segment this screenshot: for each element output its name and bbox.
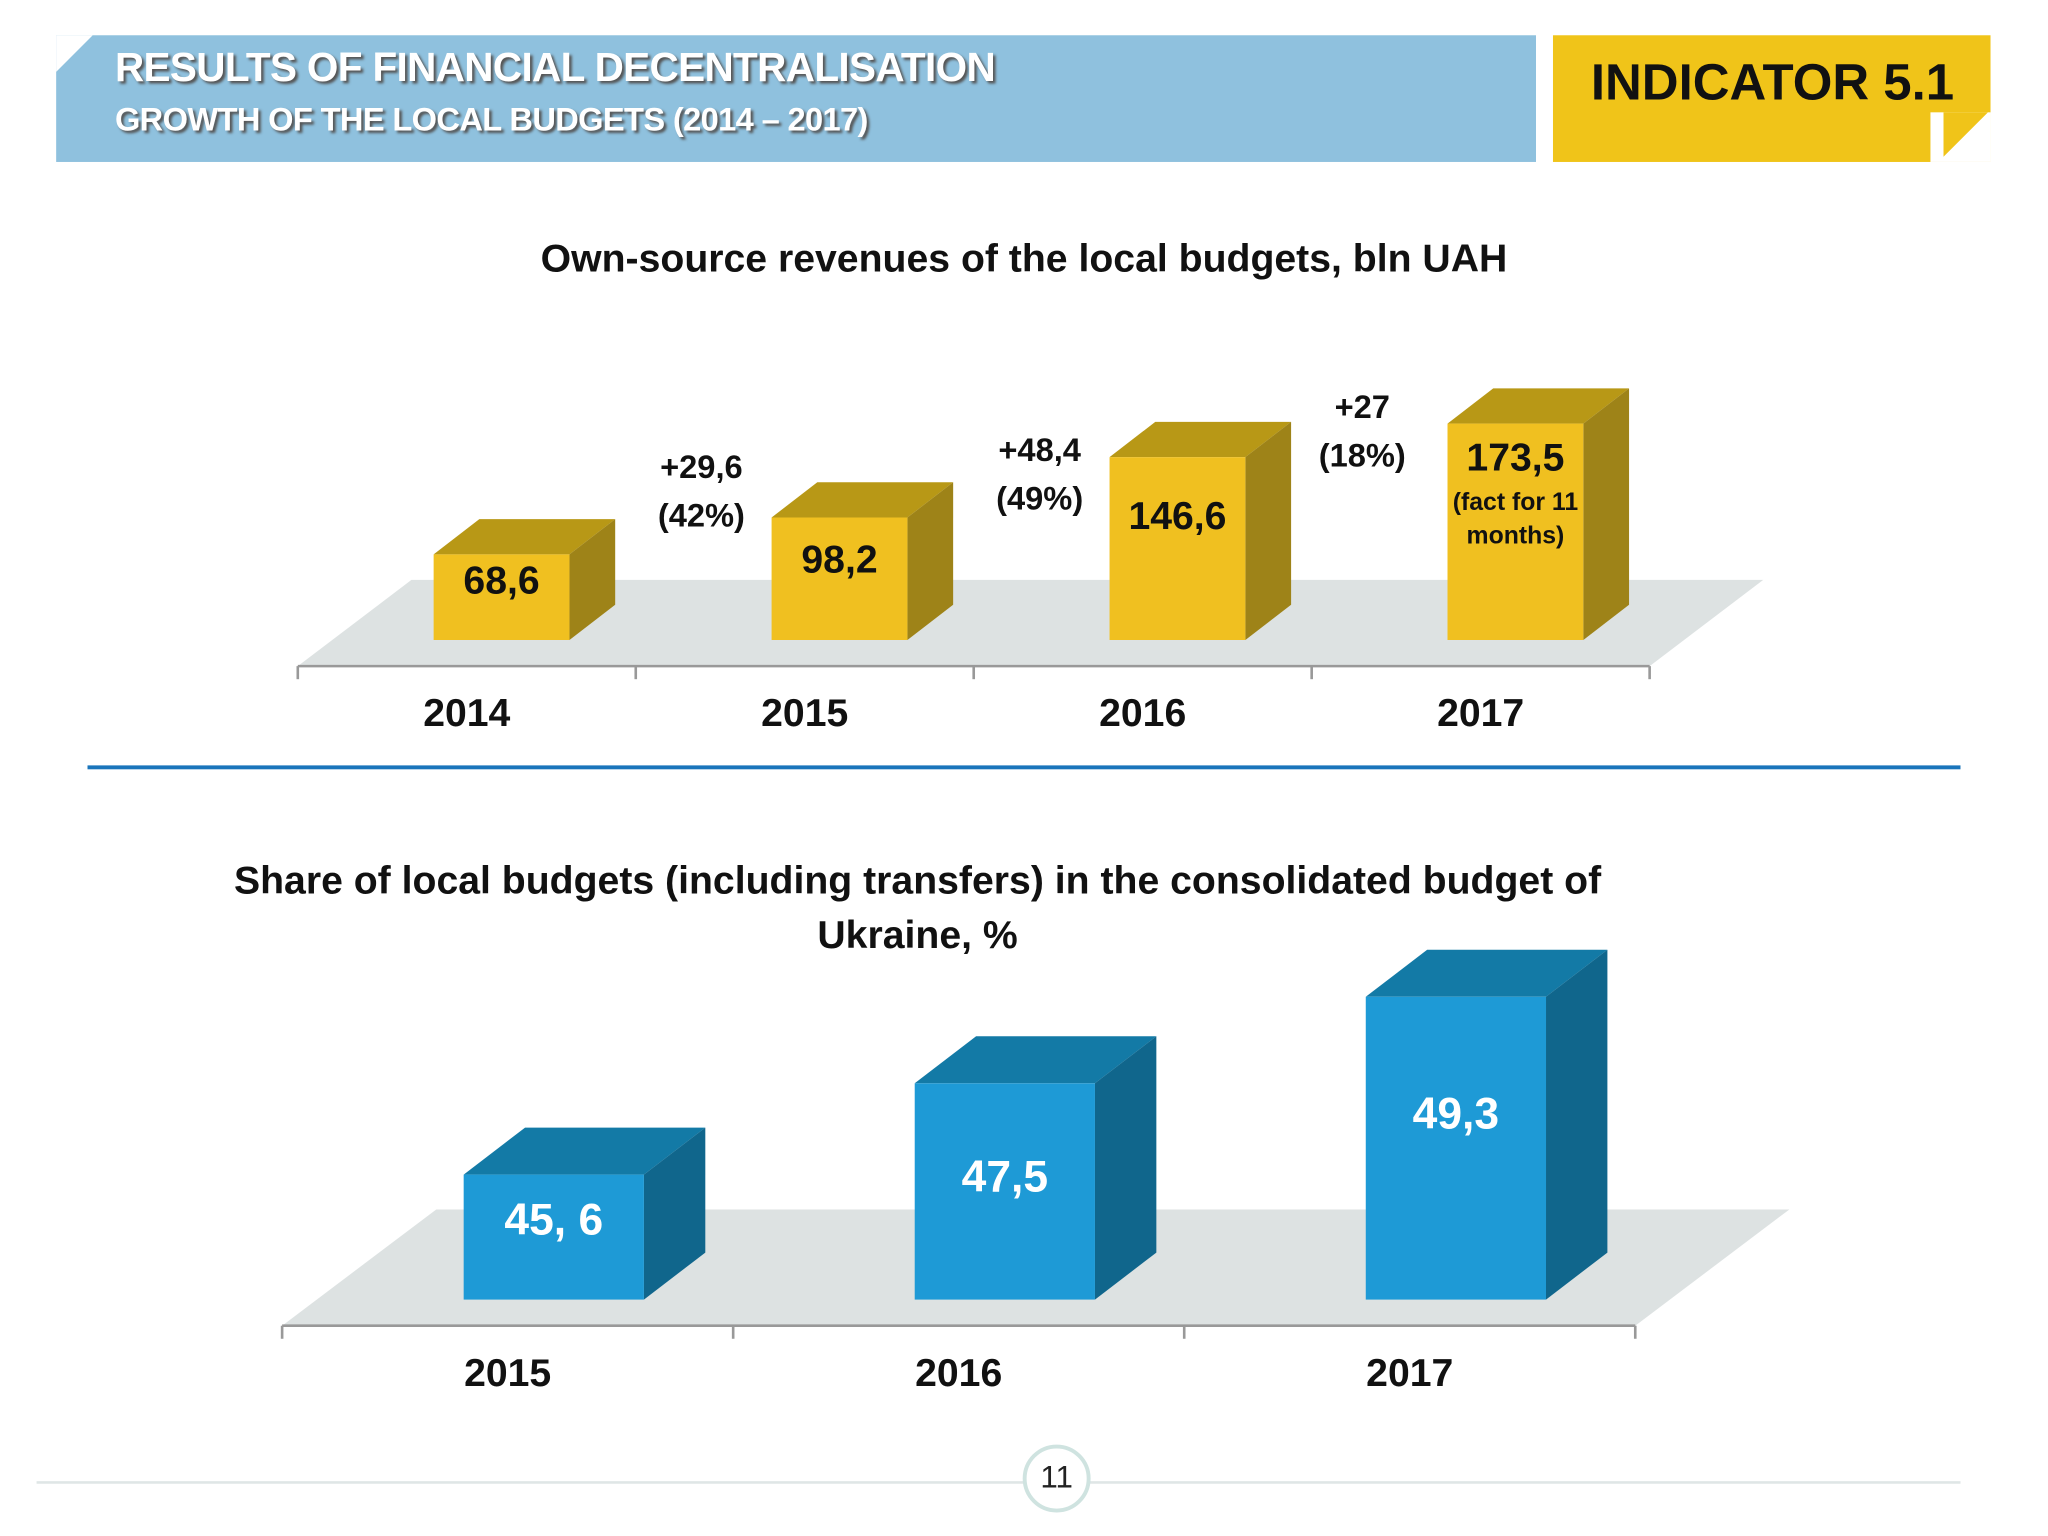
bar-side	[1583, 388, 1630, 640]
bar	[433, 554, 570, 640]
header-title: RESULTS OF FINANCIAL DECENTRALISATION	[114, 44, 996, 91]
x-tick-label: 2015	[761, 692, 848, 735]
bar-top	[771, 482, 954, 518]
bar	[771, 517, 908, 640]
data-label: 45, 6	[504, 1196, 603, 1245]
header-banner	[56, 35, 1536, 162]
chart1-title: Own-source revenues of the local budgets…	[540, 237, 1508, 281]
chart-floor	[297, 579, 1764, 667]
bar-top	[1365, 949, 1608, 997]
growth-annotation: +27	[1335, 388, 1390, 425]
bar	[914, 1083, 1095, 1300]
x-tick-label: 2017	[1366, 1352, 1453, 1395]
x-tick-label: 2016	[915, 1352, 1002, 1395]
data-label-note-line: (fact for 11	[1453, 489, 1579, 516]
bar-top	[1447, 388, 1630, 424]
section-separator	[87, 765, 1961, 770]
data-label: 146,6	[1128, 495, 1226, 538]
data-label-note-line: months)	[1467, 523, 1565, 550]
indicator-fold-decoration	[1943, 112, 1988, 157]
chart2-title: Share of local budgets (including transf…	[233, 859, 1602, 958]
data-label: 47,5	[962, 1153, 1048, 1202]
growth-annotation: +29,6	[660, 448, 743, 485]
bar-side	[569, 519, 616, 640]
indicator-box	[1552, 35, 1991, 162]
bar-top	[463, 1127, 706, 1175]
growth-annotation: (42%)	[658, 496, 745, 533]
bar-side	[1245, 421, 1292, 640]
x-tick-label: 2017	[1437, 692, 1524, 735]
bar-side	[643, 1127, 706, 1300]
data-label: 68,6	[463, 560, 539, 603]
bar-top	[914, 1036, 1157, 1084]
bar	[1447, 423, 1584, 640]
bar-top	[433, 519, 616, 555]
banner-corner-decoration	[56, 35, 93, 72]
indicator-label: INDICATOR 5.1	[1590, 54, 1955, 112]
bar	[1109, 457, 1246, 640]
footer-line	[36, 1481, 1961, 1484]
growth-annotation: (49%)	[996, 479, 1083, 516]
data-label: 49,3	[1413, 1090, 1499, 1139]
bar-top	[1109, 421, 1292, 458]
bar	[1365, 996, 1547, 1300]
bar-side	[907, 482, 954, 640]
growth-annotation: +48,4	[998, 431, 1081, 468]
growth-annotation: (18%)	[1319, 436, 1406, 473]
data-label: 173,5	[1466, 437, 1564, 480]
bar-side	[1546, 949, 1608, 1300]
x-tick-label: 2015	[464, 1352, 551, 1395]
data-label: 98,2	[801, 538, 877, 581]
x-tick-label: 2014	[423, 692, 510, 735]
chart2	[280, 949, 1790, 1339]
page-number: 11	[1022, 1444, 1091, 1513]
chart1	[296, 388, 1764, 680]
header-subtitle: GROWTH OF THE LOCAL BUDGETS (2014 – 2017…	[114, 101, 868, 139]
bar	[463, 1174, 644, 1300]
x-tick-label: 2016	[1099, 692, 1186, 735]
bar-side	[1094, 1036, 1157, 1300]
